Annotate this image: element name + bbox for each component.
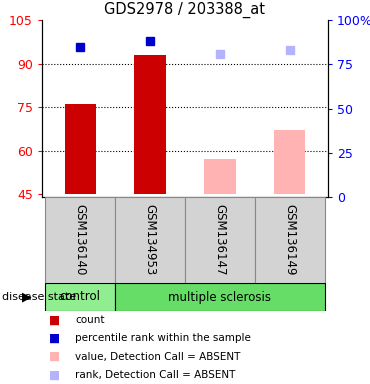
- Text: percentile rank within the sample: percentile rank within the sample: [75, 333, 251, 343]
- Bar: [46, 197, 115, 283]
- Text: ■: ■: [50, 368, 61, 381]
- Bar: [46, 283, 115, 311]
- Bar: [274, 130, 305, 194]
- Bar: [115, 283, 324, 311]
- Bar: [204, 159, 236, 194]
- Text: disease state: disease state: [2, 292, 76, 302]
- Text: ▶: ▶: [23, 291, 32, 303]
- Bar: [65, 104, 96, 194]
- Text: GDS2978 / 203388_at: GDS2978 / 203388_at: [104, 2, 266, 18]
- Bar: [255, 197, 324, 283]
- Text: value, Detection Call = ABSENT: value, Detection Call = ABSENT: [75, 352, 240, 362]
- Text: ■: ■: [50, 332, 61, 345]
- Text: multiple sclerosis: multiple sclerosis: [168, 291, 271, 303]
- Text: ■: ■: [50, 314, 61, 327]
- Bar: [185, 197, 255, 283]
- Bar: [134, 55, 166, 194]
- Text: rank, Detection Call = ABSENT: rank, Detection Call = ABSENT: [75, 370, 236, 380]
- Text: GSM136147: GSM136147: [213, 204, 226, 276]
- Text: GSM136140: GSM136140: [74, 204, 87, 276]
- Text: control: control: [60, 291, 101, 303]
- Text: count: count: [75, 315, 105, 325]
- Text: ■: ■: [50, 350, 61, 363]
- Text: GSM134953: GSM134953: [144, 204, 157, 276]
- Text: GSM136149: GSM136149: [283, 204, 296, 276]
- Bar: [115, 197, 185, 283]
